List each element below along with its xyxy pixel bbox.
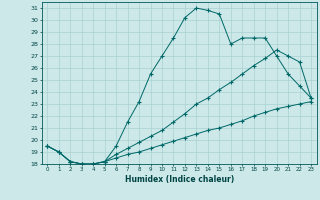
X-axis label: Humidex (Indice chaleur): Humidex (Indice chaleur): [124, 175, 234, 184]
